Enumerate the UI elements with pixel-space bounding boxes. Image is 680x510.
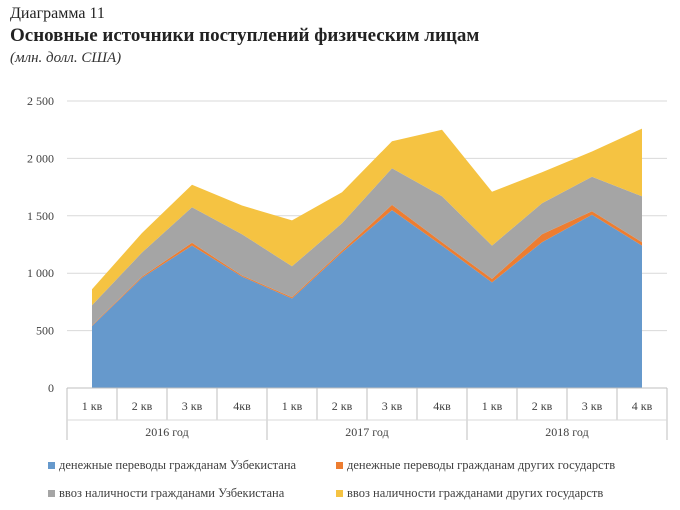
legend-label: ввоз наличности гражданами других госуда… [347, 486, 604, 500]
x-tick-label: 2 кв [132, 399, 153, 413]
y-tick-label: 2 000 [27, 151, 54, 165]
legend-swatch [336, 462, 343, 469]
legend-item: ввоз наличности гражданами других госуда… [336, 486, 603, 501]
x-tick-label: 3 кв [582, 399, 603, 413]
legend-item: денежные переводы гражданам других госуд… [336, 458, 615, 473]
x-tick-label: 4кв [433, 399, 451, 413]
y-tick-label: 2 500 [27, 94, 54, 108]
chart-header: Диаграмма 11 Основные источники поступле… [10, 4, 479, 68]
chart-title: Основные источники поступлений физически… [10, 25, 480, 46]
legend-swatch [48, 490, 55, 497]
y-tick-label: 500 [36, 324, 54, 338]
legend-item: денежные переводы гражданам Узбекистана [48, 458, 296, 473]
legend-swatch [336, 490, 343, 497]
x-tick-label: 4кв [233, 399, 251, 413]
legend-item: ввоз наличности гражданами Узбекистана [48, 486, 284, 501]
legend-swatch [48, 462, 55, 469]
legend-label: денежные переводы гражданам Узбекистана [59, 458, 297, 472]
y-tick-label: 0 [48, 381, 54, 395]
area-series-2 [92, 204, 642, 326]
x-tick-label: 1 кв [282, 399, 303, 413]
chart-subtitle: (млн. долл. США) [10, 50, 122, 66]
legend-label: ввоз наличности гражданами Узбекистана [59, 486, 285, 500]
x-tick-label: 3 кв [382, 399, 403, 413]
x-tick-label: 2 кв [332, 399, 353, 413]
year-label: 2018 год [545, 425, 588, 439]
x-tick-label: 1 кв [82, 399, 103, 413]
x-tick-label: 4 кв [632, 399, 653, 413]
year-label: 2016 год [145, 425, 188, 439]
area-series-3 [92, 168, 642, 326]
chart-number-label: Диаграмма 11 [10, 5, 105, 22]
y-tick-label: 1 500 [27, 209, 54, 223]
x-tick-label: 2 кв [532, 399, 553, 413]
area-series-1 [92, 210, 642, 388]
area-chart: 0 500 1 000 1 500 2 000 2 500 1 кв 2 кв 3 кв 4кв 1… [27, 94, 668, 440]
y-tick-label: 1 000 [27, 266, 54, 280]
legend-label: денежные переводы гражданам других госуд… [347, 458, 616, 472]
x-tick-label: 1 кв [482, 399, 503, 413]
year-label: 2017 год [345, 425, 388, 439]
x-tick-label: 3 кв [182, 399, 203, 413]
